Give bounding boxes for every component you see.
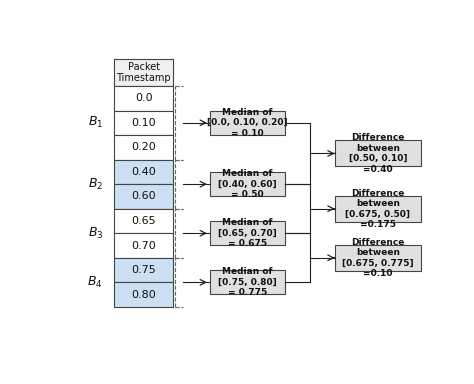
Text: 0.0: 0.0 — [135, 93, 153, 103]
Text: 0.75: 0.75 — [131, 265, 156, 275]
FancyBboxPatch shape — [114, 60, 173, 86]
Text: 0.80: 0.80 — [131, 290, 156, 300]
FancyBboxPatch shape — [335, 141, 421, 167]
FancyBboxPatch shape — [114, 160, 173, 184]
FancyBboxPatch shape — [114, 282, 173, 307]
FancyBboxPatch shape — [210, 172, 285, 196]
Text: 0.10: 0.10 — [131, 118, 156, 128]
Text: Difference
between
[0.50, 0.10]
=0.40: Difference between [0.50, 0.10] =0.40 — [349, 133, 407, 174]
FancyBboxPatch shape — [114, 209, 173, 233]
Text: Median of
[0.75, 0.80]
= 0.775: Median of [0.75, 0.80] = 0.775 — [218, 267, 277, 297]
FancyBboxPatch shape — [114, 258, 173, 282]
Text: 0.70: 0.70 — [131, 240, 156, 250]
FancyBboxPatch shape — [114, 135, 173, 160]
Text: 0.40: 0.40 — [131, 167, 156, 177]
FancyBboxPatch shape — [114, 86, 173, 111]
Text: Median of
[0.40, 0.60]
= 0.50: Median of [0.40, 0.60] = 0.50 — [218, 169, 277, 199]
Text: Median of
[0.0, 0.10, 0.20]
= 0.10: Median of [0.0, 0.10, 0.20] = 0.10 — [207, 108, 288, 138]
FancyBboxPatch shape — [210, 111, 285, 135]
Text: Packet
Timestamp: Packet Timestamp — [117, 62, 171, 83]
Text: 0.20: 0.20 — [131, 142, 156, 152]
Text: 0.60: 0.60 — [131, 192, 156, 202]
FancyBboxPatch shape — [114, 233, 173, 258]
FancyBboxPatch shape — [114, 184, 173, 209]
FancyBboxPatch shape — [335, 196, 421, 222]
Text: $B_2$: $B_2$ — [88, 177, 103, 192]
Text: $B_3$: $B_3$ — [88, 226, 103, 241]
FancyBboxPatch shape — [210, 270, 285, 295]
Text: Difference
between
[0.675, 0.50]
=0.175: Difference between [0.675, 0.50] =0.175 — [346, 189, 410, 229]
FancyBboxPatch shape — [114, 111, 173, 135]
Text: Difference
between
[0.675, 0.775]
=0.10: Difference between [0.675, 0.775] =0.10 — [342, 238, 414, 278]
Text: $B_4$: $B_4$ — [88, 275, 103, 290]
Text: 0.65: 0.65 — [131, 216, 156, 226]
FancyBboxPatch shape — [335, 245, 421, 271]
Text: $B_1$: $B_1$ — [88, 115, 103, 130]
FancyBboxPatch shape — [210, 221, 285, 245]
Text: Median of
[0.65, 0.70]
= 0.675: Median of [0.65, 0.70] = 0.675 — [218, 218, 277, 248]
